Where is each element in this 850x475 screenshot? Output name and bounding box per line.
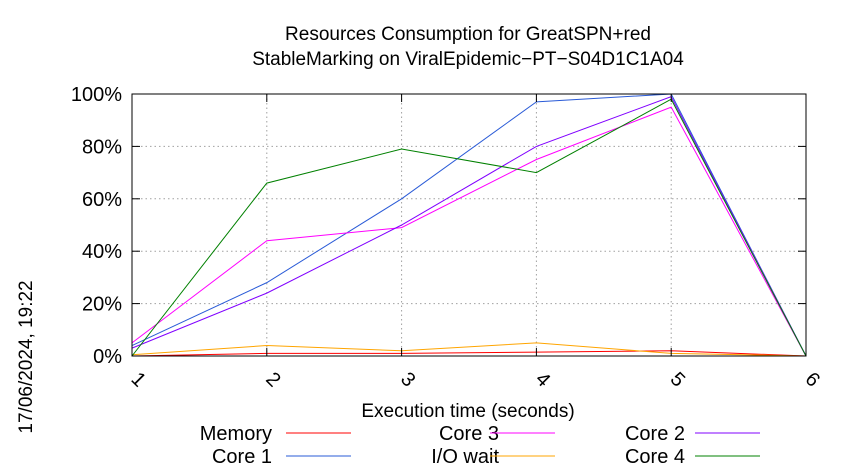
- x-tick-label: 2: [261, 368, 284, 391]
- series-line-i-o-wait: [131, 342, 807, 357]
- x-tick-label: 5: [666, 368, 689, 391]
- series-line-core-4: [131, 98, 807, 357]
- series-line-core-2: [131, 95, 807, 357]
- x-axis-label: Execution time (seconds): [361, 401, 574, 422]
- y-tick-label: 20%: [82, 294, 122, 316]
- gridlines: [132, 94, 806, 356]
- x-tick-label: 6: [801, 368, 824, 391]
- y-tick-label: 0%: [93, 346, 122, 368]
- x-tick-label: 4: [531, 368, 554, 391]
- y-tick-label: 80%: [82, 136, 122, 158]
- legend-label-core-3: Core 3: [439, 423, 499, 445]
- y-tick-label: 40%: [82, 241, 122, 263]
- timestamp-label: 17/06/2024, 19:22: [16, 280, 37, 433]
- plot-series: [131, 93, 807, 357]
- legend-label-core-1: Core 1: [212, 446, 272, 468]
- series-line-core-3: [131, 106, 807, 357]
- plot-frame: [131, 93, 807, 357]
- chart-title-line-2: StableMarking on ViralEpidemic−PT−S04D1C…: [252, 49, 684, 70]
- x-tick-label: 1: [127, 368, 150, 391]
- axes: 0% 20% 40% 60% 80% 100% 1 2 3 4 5 6: [71, 84, 824, 391]
- series-line-core-1: [131, 93, 807, 357]
- legend-label-core-2: Core 2: [625, 423, 685, 445]
- y-tick-label: 60%: [82, 189, 122, 211]
- chart-title-line-1: Resources Consumption for GreatSPN+red: [285, 24, 651, 45]
- legend-label-memory: Memory: [200, 423, 272, 445]
- legend-label-i-o-wait: I/O wait: [431, 446, 499, 468]
- series-line-memory: [131, 350, 807, 357]
- x-tick-label: 3: [396, 368, 419, 391]
- legend-label-core-4: Core 4: [625, 446, 685, 468]
- y-tick-label: 100%: [71, 84, 122, 106]
